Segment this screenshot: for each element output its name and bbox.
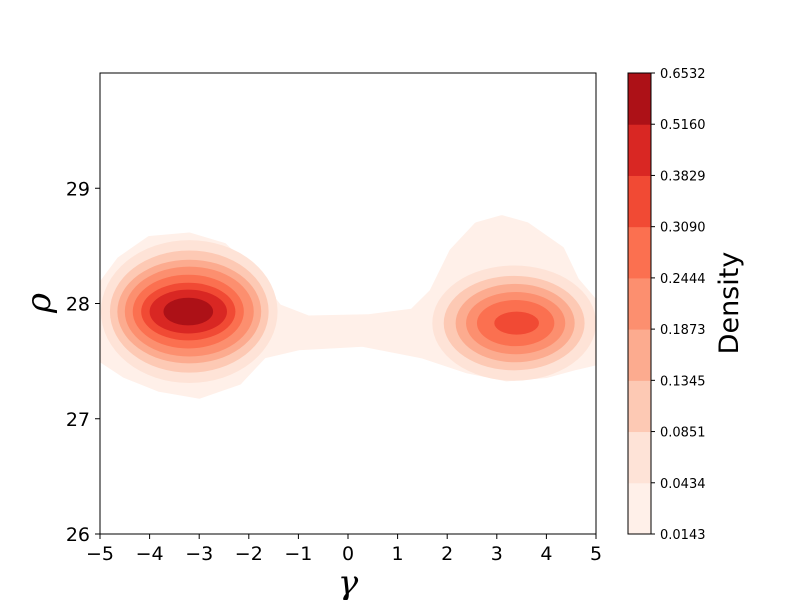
colorbar-tick-label: 0.0143 <box>660 528 706 543</box>
colorbar-tick-label: 0.6532 <box>660 67 706 82</box>
colorbar-segment <box>628 124 651 176</box>
colorbar-tick-label: 0.3090 <box>660 221 706 236</box>
colorbar-tick-label: 0.0434 <box>660 477 706 492</box>
y-tick-label: 27 <box>66 409 90 431</box>
contour-band-left-9 <box>163 297 214 326</box>
x-axis-ticks: −5 −4 −3 −2 −1 0 1 2 3 4 5 <box>86 534 602 565</box>
colorbar-segment <box>628 73 651 125</box>
colorbar-segment <box>628 431 651 484</box>
x-tick-label: 5 <box>590 543 602 565</box>
contour-band-right-7 <box>494 311 539 335</box>
colorbar-frame <box>627 72 652 535</box>
x-tick-label: −5 <box>86 543 114 565</box>
x-tick-label: −4 <box>136 543 164 565</box>
y-tick-label: 26 <box>66 524 90 546</box>
colorbar-segment <box>628 226 651 279</box>
colorbar-tick-label: 0.3829 <box>660 169 706 184</box>
colorbar-tick-label: 0.1345 <box>660 374 706 389</box>
colorbar-tick-label: 0.0851 <box>660 426 706 441</box>
colorbar-segment <box>628 482 651 535</box>
x-tick-label: 0 <box>342 543 354 565</box>
colorbar-tick-label: 0.1873 <box>660 323 706 338</box>
contour-fill-area <box>100 215 596 399</box>
x-tick-label: 2 <box>441 543 453 565</box>
y-tick-label: 28 <box>66 294 90 316</box>
y-axis-label: ρ <box>19 293 59 314</box>
colorbar-segment <box>628 175 651 228</box>
colorbar-segment <box>628 380 651 433</box>
x-tick-label: 3 <box>491 543 503 565</box>
colorbar-segment <box>628 277 651 330</box>
colorbar: 0.0143 0.0434 0.0851 0.1345 0.1873 0.2444 0.30… <box>627 67 706 543</box>
colorbar-title: Density <box>714 252 745 355</box>
y-tick-label: 29 <box>66 178 90 200</box>
x-axis-label: γ <box>338 563 359 600</box>
x-tick-label: 1 <box>392 543 404 565</box>
colorbar-tick-label: 0.2444 <box>660 272 706 287</box>
x-tick-label: −2 <box>235 543 263 565</box>
x-tick-label: −3 <box>185 543 213 565</box>
colorbar-segment <box>628 329 651 381</box>
x-tick-label: −1 <box>284 543 312 565</box>
x-tick-label: 4 <box>540 543 552 565</box>
y-axis-ticks: 26 27 28 29 <box>66 178 100 546</box>
colorbar-tick-label: 0.5160 <box>660 118 706 133</box>
